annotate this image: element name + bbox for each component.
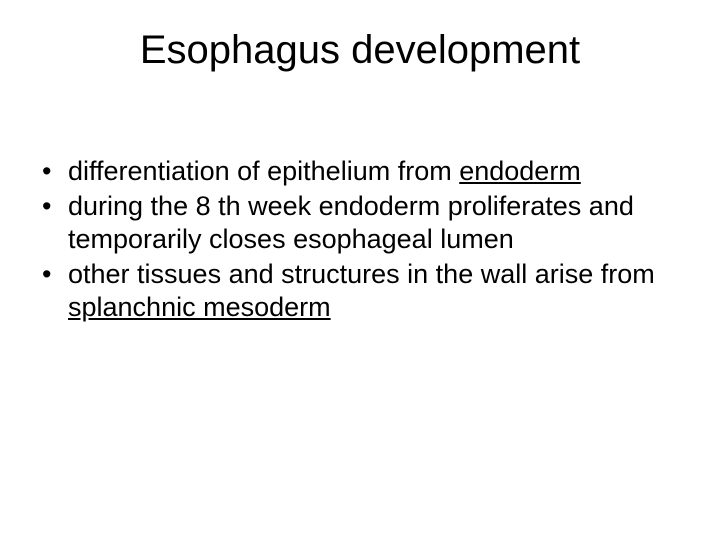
list-item: during the 8 th week endoderm proliferat… — [40, 190, 680, 256]
bullet-text-underline: splanchnic mesoderm — [68, 292, 331, 322]
slide-body: differentiation of epithelium from endod… — [40, 155, 680, 326]
bullet-text-pre: differentiation of epithelium from — [68, 156, 459, 186]
bullet-list: differentiation of epithelium from endod… — [40, 155, 680, 324]
bullet-text-pre: during the 8 th week endoderm proliferat… — [68, 191, 634, 254]
list-item: other tissues and structures in the wall… — [40, 258, 680, 324]
bullet-text-underline: endoderm — [459, 156, 581, 186]
slide: Esophagus development differentiation of… — [0, 0, 720, 540]
slide-title: Esophagus development — [0, 28, 720, 73]
bullet-text-pre: other tissues and structures in the wall… — [68, 259, 655, 289]
list-item: differentiation of epithelium from endod… — [40, 155, 680, 188]
